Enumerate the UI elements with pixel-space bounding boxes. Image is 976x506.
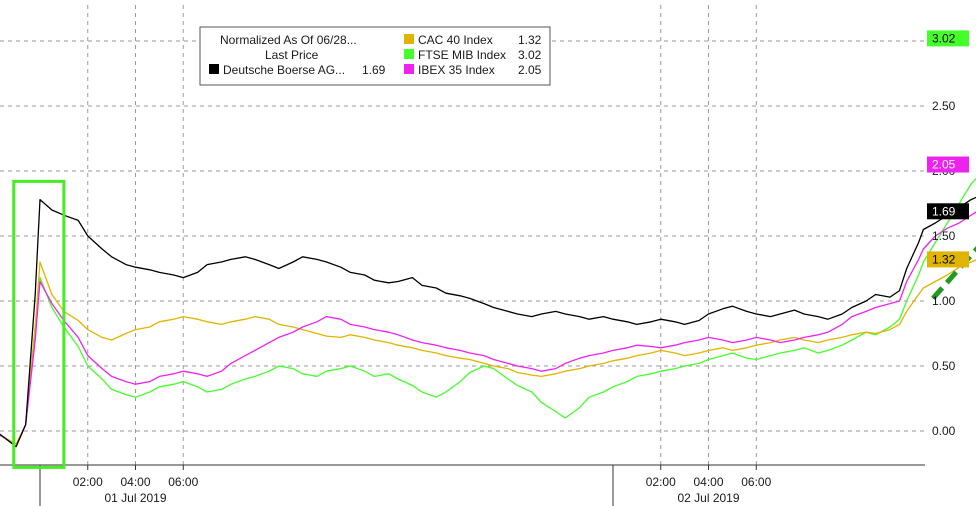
last-price-label: 3.02 [932,31,956,45]
gridlines [0,5,925,465]
legend-box [199,26,551,86]
x-tick-label: 06:00 [741,475,771,489]
legend-series-value: 3.02 [518,48,542,62]
last-price-tag [927,156,969,173]
y-tick-label: 2.50 [932,99,956,113]
legend-series-name: IBEX 35 Index [418,63,495,77]
last-price-tag [927,203,969,220]
last-price-label: 1.32 [932,252,956,266]
series-line [0,211,976,448]
legend-series-name: Deutsche Boerse AG... [223,63,345,77]
series-lines [0,177,976,448]
legend-title-line2: Last Price [265,48,319,62]
series-line [0,177,976,448]
legend-series-name: CAC 40 Index [418,33,493,47]
x-tick-label: 02:00 [73,475,103,489]
legend-series-value: 1.69 [362,63,386,77]
x-tick-label: 06:00 [168,475,198,489]
x-axis: 02:0004:0006:0002:0004:0006:0002:0004:00… [0,464,925,506]
y-tick-label: 0.50 [932,359,956,373]
trend-arrow-shaft [931,246,976,301]
highlight-box [12,179,66,469]
x-tick-label: 02:00 [646,475,676,489]
last-price-label: 1.69 [932,204,956,218]
legend: Normalized As Of 06/28... Last Price Deu… [199,26,551,86]
x-day-label: 01 Jul 2019 [104,491,166,505]
legend-swatch [404,64,414,74]
legend-swatch [404,49,414,59]
y-tick-label: 1.50 [932,229,956,243]
legend-swatch [404,34,414,44]
legend-swatch [209,64,219,74]
series-line [0,196,976,448]
legend-series-name: FTSE MIB Index [418,48,506,62]
y-tick-label: 1.00 [932,294,956,308]
legend-title-line1: Normalized As Of 06/28... [220,33,357,47]
x-tick-label: 04:00 [693,475,723,489]
x-tick-label: 04:00 [120,475,150,489]
annotations [12,179,976,469]
y-tick-label: 0.00 [932,424,956,438]
last-price-tag [927,251,969,268]
last-price-tag [927,30,969,47]
last-price-label: 2.05 [932,158,956,172]
legend-series-value: 1.32 [518,33,542,47]
series-line [0,259,976,445]
y-axis: 0.000.501.001.502.002.503.001.691.323.02… [927,30,969,438]
x-day-label: 02 Jul 2019 [677,491,739,505]
legend-series-value: 2.05 [518,63,542,77]
